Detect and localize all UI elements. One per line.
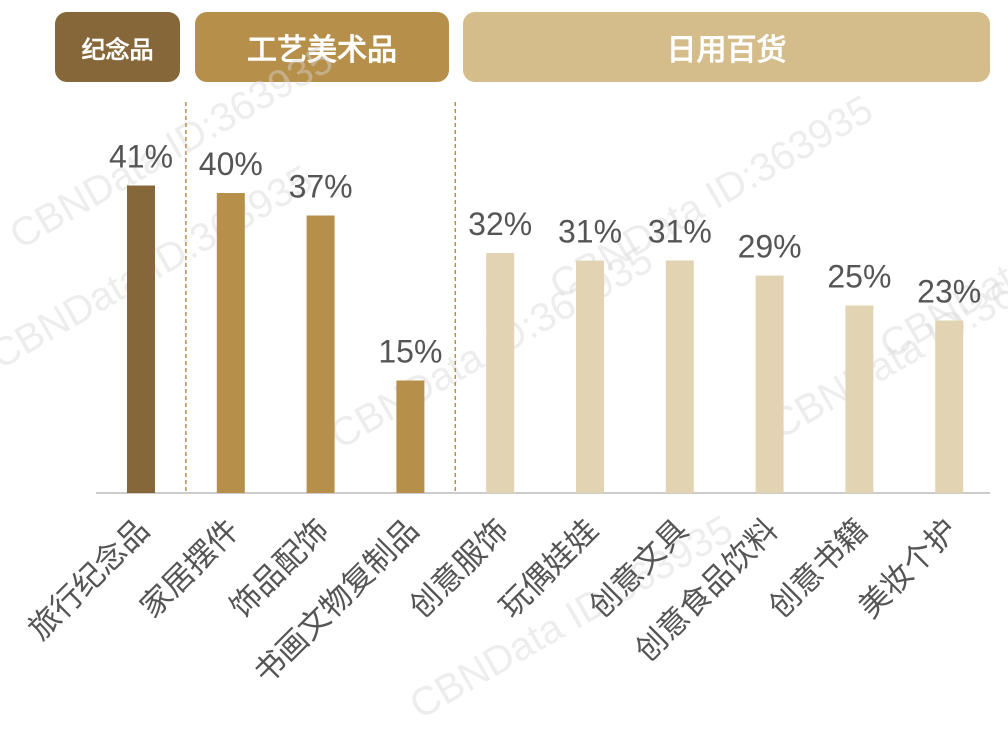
- bars: [127, 185, 964, 493]
- value-label: 15%: [378, 334, 442, 370]
- value-label: 40%: [199, 146, 263, 182]
- value-label: 31%: [558, 214, 622, 250]
- value-label: 37%: [289, 169, 353, 205]
- bar: [665, 260, 694, 493]
- value-label: 23%: [917, 274, 981, 310]
- group-dividers: [185, 102, 457, 493]
- category-label: 书画文物复制品: [247, 512, 426, 691]
- value-label: 29%: [738, 229, 802, 265]
- group-label-crafts: 工艺美术品: [195, 12, 449, 82]
- value-label: 41%: [109, 139, 173, 175]
- bar: [486, 253, 515, 493]
- bar: [306, 215, 335, 493]
- value-labels: 41% 40% 37% 15% 32% 31% 31% 29% 25% 23%: [109, 139, 981, 370]
- value-label: 31%: [648, 214, 712, 250]
- category-label: 创意书籍: [762, 512, 875, 625]
- bar: [127, 185, 155, 493]
- bar: [755, 275, 784, 493]
- category-label: 家居摆件: [133, 512, 246, 625]
- bar: [576, 260, 604, 493]
- category-label: 美妆个护: [852, 512, 965, 625]
- watermark-text: CBNData ID:363935: [0, 157, 320, 377]
- value-label: 25%: [827, 259, 891, 295]
- bar: [935, 320, 964, 493]
- category-label: 旅行纪念品: [22, 512, 157, 647]
- bar: [396, 380, 425, 493]
- category-label: 创意服饰: [403, 512, 516, 625]
- group-label-daily-goods: 日用百货: [463, 12, 990, 82]
- value-label: 32%: [468, 206, 532, 242]
- group-label-souvenir: 纪念品: [55, 12, 180, 82]
- bar: [216, 193, 245, 493]
- bar: [845, 305, 874, 493]
